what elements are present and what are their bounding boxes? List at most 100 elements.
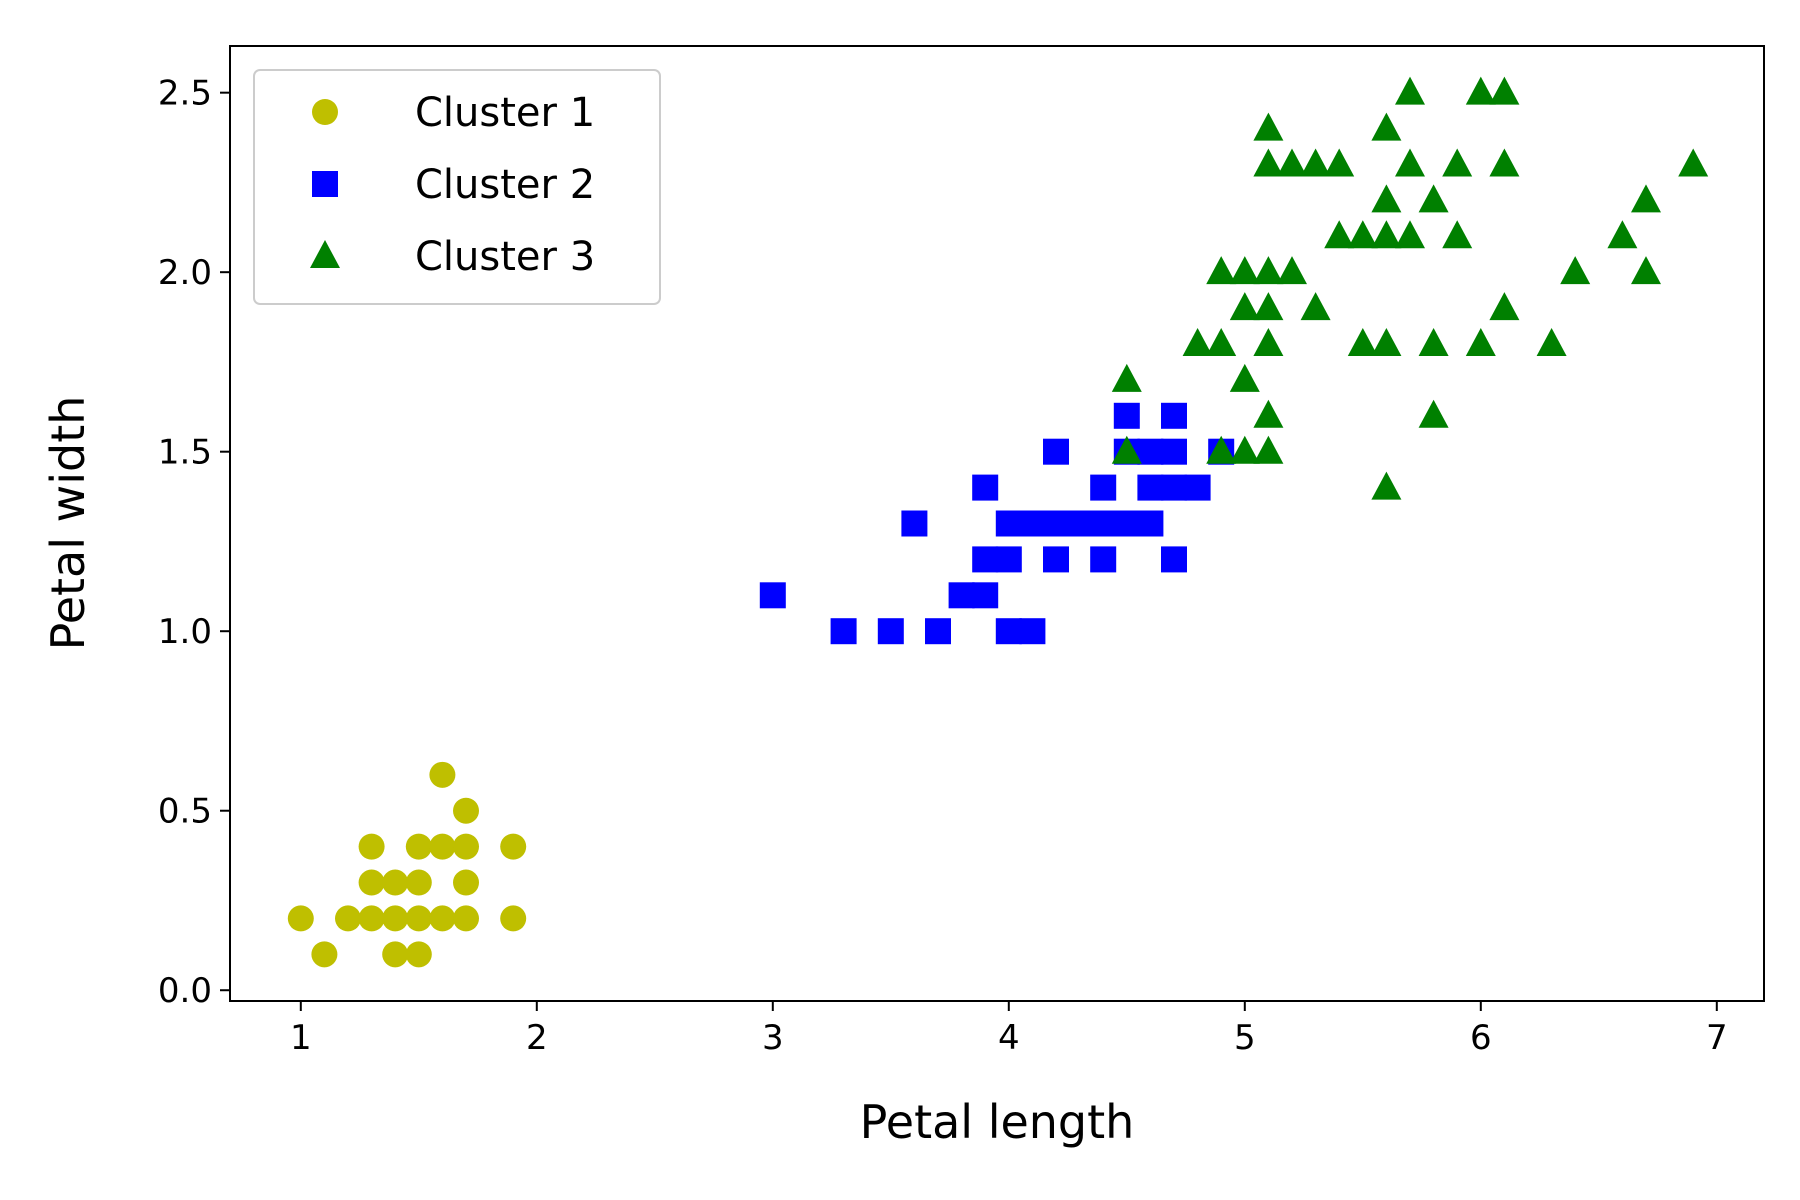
data-point-circle bbox=[287, 905, 314, 932]
data-point-square bbox=[759, 582, 786, 609]
data-point-triangle bbox=[1395, 220, 1425, 249]
data-point-triangle bbox=[1489, 292, 1520, 321]
data-point-square bbox=[1090, 546, 1117, 573]
data-point-circle bbox=[382, 905, 409, 932]
data-point-circle bbox=[453, 797, 479, 824]
data-point-square bbox=[948, 582, 975, 609]
data-point-triangle bbox=[1631, 256, 1661, 285]
data-point-square bbox=[1161, 474, 1187, 501]
data-point-triangle bbox=[1371, 112, 1402, 141]
data-points bbox=[287, 76, 1709, 968]
data-point-triangle bbox=[1418, 327, 1449, 356]
data-point-triangle bbox=[1277, 256, 1307, 285]
data-point-circle bbox=[429, 761, 456, 788]
data-point-circle bbox=[358, 833, 385, 860]
data-point-circle bbox=[429, 833, 456, 860]
x-tick-label: 5 bbox=[1234, 1018, 1256, 1058]
data-point-square bbox=[1137, 474, 1164, 501]
legend-marker-circle bbox=[312, 99, 338, 125]
data-point-triangle bbox=[1371, 220, 1402, 249]
data-point-triangle bbox=[1111, 363, 1142, 392]
legend-label: Cluster 3 bbox=[415, 234, 595, 280]
data-point-triangle bbox=[1253, 148, 1284, 177]
data-point-triangle bbox=[1253, 435, 1284, 464]
data-point-triangle bbox=[1300, 148, 1331, 177]
data-point-triangle bbox=[1536, 327, 1567, 356]
data-point-triangle bbox=[1395, 76, 1425, 105]
data-point-square bbox=[972, 582, 999, 609]
data-point-square bbox=[1043, 510, 1069, 537]
data-point-square bbox=[1043, 546, 1069, 573]
data-point-square bbox=[995, 618, 1022, 645]
data-point-square bbox=[1113, 510, 1140, 537]
data-point-triangle bbox=[1442, 148, 1473, 177]
data-point-square bbox=[1066, 510, 1093, 537]
data-point-square bbox=[830, 618, 857, 645]
data-point-triangle bbox=[1324, 220, 1355, 249]
data-point-triangle bbox=[1347, 327, 1378, 356]
data-point-triangle bbox=[1678, 148, 1709, 177]
data-point-circle bbox=[405, 905, 432, 932]
data-point-circle bbox=[453, 869, 479, 896]
legend-marker-triangle bbox=[310, 240, 340, 268]
legend-marker-square bbox=[312, 171, 338, 197]
data-point-circle bbox=[429, 905, 456, 932]
data-point-triangle bbox=[1182, 327, 1213, 356]
data-point-triangle bbox=[1253, 292, 1284, 321]
data-point-circle bbox=[405, 833, 432, 860]
y-tick-label: 0.5 bbox=[158, 792, 212, 832]
data-point-circle bbox=[500, 833, 527, 860]
plot-frame bbox=[229, 45, 1765, 1002]
x-tick-label: 1 bbox=[290, 1018, 312, 1058]
data-point-square bbox=[1113, 402, 1140, 429]
data-point-triangle bbox=[1253, 112, 1284, 141]
x-tick-label: 2 bbox=[526, 1018, 548, 1058]
legend: Cluster 1 Cluster 2 Cluster 3 bbox=[253, 69, 661, 305]
y-axis-label: Petal width bbox=[41, 396, 95, 651]
data-point-square bbox=[972, 474, 999, 501]
legend-label: Cluster 1 bbox=[415, 90, 595, 136]
data-point-square bbox=[901, 510, 928, 537]
data-point-square bbox=[1043, 438, 1069, 465]
data-point-triangle bbox=[1229, 256, 1260, 285]
data-point-square bbox=[877, 618, 904, 645]
data-point-square bbox=[995, 510, 1022, 537]
x-tick-label: 6 bbox=[1470, 1018, 1492, 1058]
x-axis-ticks: 1 2 3 4 5 6 7 bbox=[290, 1001, 1728, 1058]
data-point-circle bbox=[453, 833, 479, 860]
data-point-triangle bbox=[1253, 256, 1284, 285]
data-point-square bbox=[1161, 402, 1187, 429]
y-tick-label: 1.0 bbox=[158, 612, 212, 652]
data-point-triangle bbox=[1371, 184, 1402, 213]
data-point-triangle bbox=[1277, 148, 1307, 177]
data-point-triangle bbox=[1465, 76, 1496, 105]
data-point-square bbox=[1090, 474, 1117, 501]
data-point-triangle bbox=[1418, 184, 1449, 213]
data-point-triangle bbox=[1347, 220, 1378, 249]
data-point-triangle bbox=[1253, 399, 1284, 428]
data-point-circle bbox=[405, 941, 432, 968]
data-point-square bbox=[1137, 438, 1164, 465]
data-point-circle bbox=[382, 869, 409, 896]
y-tick-label: 2.0 bbox=[158, 253, 212, 293]
data-point-square bbox=[1019, 510, 1046, 537]
data-point-square bbox=[972, 546, 999, 573]
data-point-triangle bbox=[1253, 327, 1284, 356]
data-point-square bbox=[925, 618, 951, 645]
data-point-circle bbox=[311, 941, 338, 968]
data-point-triangle bbox=[1465, 327, 1496, 356]
data-point-square bbox=[1184, 474, 1211, 501]
data-point-triangle bbox=[1418, 399, 1449, 428]
data-point-triangle bbox=[1371, 327, 1402, 356]
data-point-circle bbox=[382, 941, 409, 968]
data-point-triangle bbox=[1206, 435, 1237, 464]
data-point-triangle bbox=[1229, 292, 1260, 321]
data-point-triangle bbox=[1229, 363, 1260, 392]
legend-box bbox=[253, 69, 661, 305]
y-tick-label: 0.0 bbox=[158, 971, 212, 1011]
data-point-triangle bbox=[1300, 292, 1331, 321]
data-point-square bbox=[1161, 546, 1187, 573]
data-point-triangle bbox=[1111, 435, 1142, 464]
data-point-triangle bbox=[1631, 184, 1661, 213]
